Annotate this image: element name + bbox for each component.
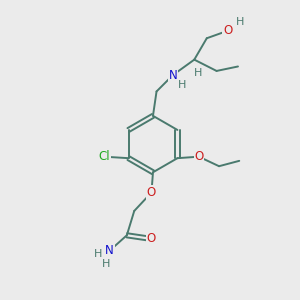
Text: O: O: [223, 24, 232, 37]
Text: O: O: [147, 186, 156, 199]
Text: Cl: Cl: [98, 150, 110, 163]
Text: O: O: [194, 150, 203, 163]
Text: H: H: [194, 68, 202, 78]
Text: H: H: [94, 249, 103, 259]
Text: H: H: [178, 80, 187, 90]
Text: N: N: [105, 244, 114, 257]
Text: H: H: [102, 259, 110, 269]
Text: O: O: [147, 232, 156, 245]
Text: N: N: [169, 69, 177, 82]
Text: H: H: [236, 17, 244, 28]
